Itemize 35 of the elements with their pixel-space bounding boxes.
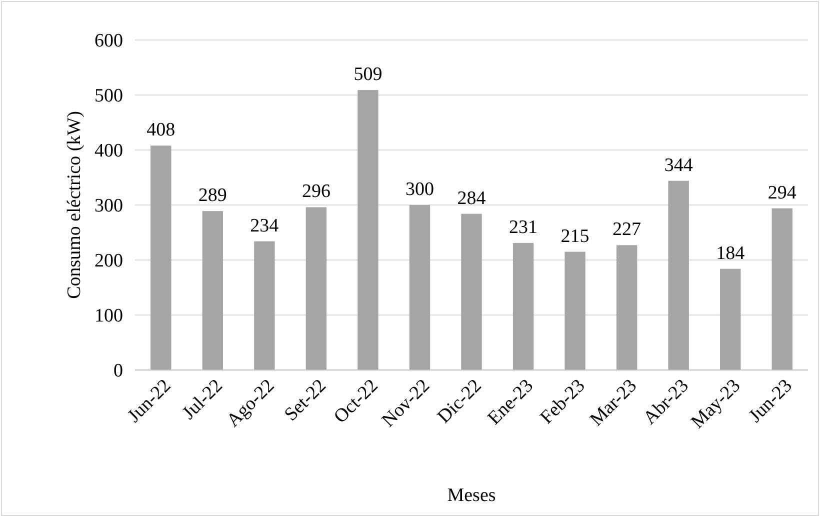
- data-label: 300: [405, 179, 434, 200]
- bar: [202, 211, 224, 370]
- data-label: 509: [354, 64, 382, 86]
- bar: [564, 252, 586, 370]
- bar: [358, 90, 378, 370]
- data-label: 284: [457, 188, 486, 209]
- bar: [254, 241, 275, 370]
- y-tick-label: 500: [94, 86, 123, 107]
- y-tick-label: 100: [94, 306, 123, 327]
- bar: [512, 242, 534, 370]
- x-axis-title: Meses: [447, 485, 496, 506]
- data-label: 234: [250, 215, 280, 236]
- data-label: 227: [612, 219, 642, 240]
- bar: [772, 208, 792, 370]
- y-axis-title: Consumo eléctrico (kW): [64, 111, 85, 299]
- y-tick-label: 600: [94, 30, 123, 52]
- bar: [616, 245, 638, 370]
- data-label: 294: [768, 182, 797, 204]
- data-label: 408: [146, 120, 176, 141]
- bar: [720, 268, 741, 370]
- data-label: 184: [716, 242, 746, 264]
- data-label: 289: [198, 185, 227, 206]
- y-tick-label: 200: [94, 250, 123, 272]
- y-tick-label: 300: [94, 196, 123, 217]
- data-label: 215: [560, 226, 590, 247]
- bar: [461, 214, 482, 370]
- y-tick-label: 400: [94, 140, 123, 162]
- data-label: 344: [664, 154, 694, 176]
- bar: [668, 180, 689, 370]
- data-label: 231: [509, 216, 538, 238]
- data-label: 296: [302, 181, 330, 202]
- bar: [306, 207, 327, 370]
- y-tick-label: 0: [114, 360, 123, 382]
- bar: [150, 146, 172, 370]
- bar: [409, 205, 430, 370]
